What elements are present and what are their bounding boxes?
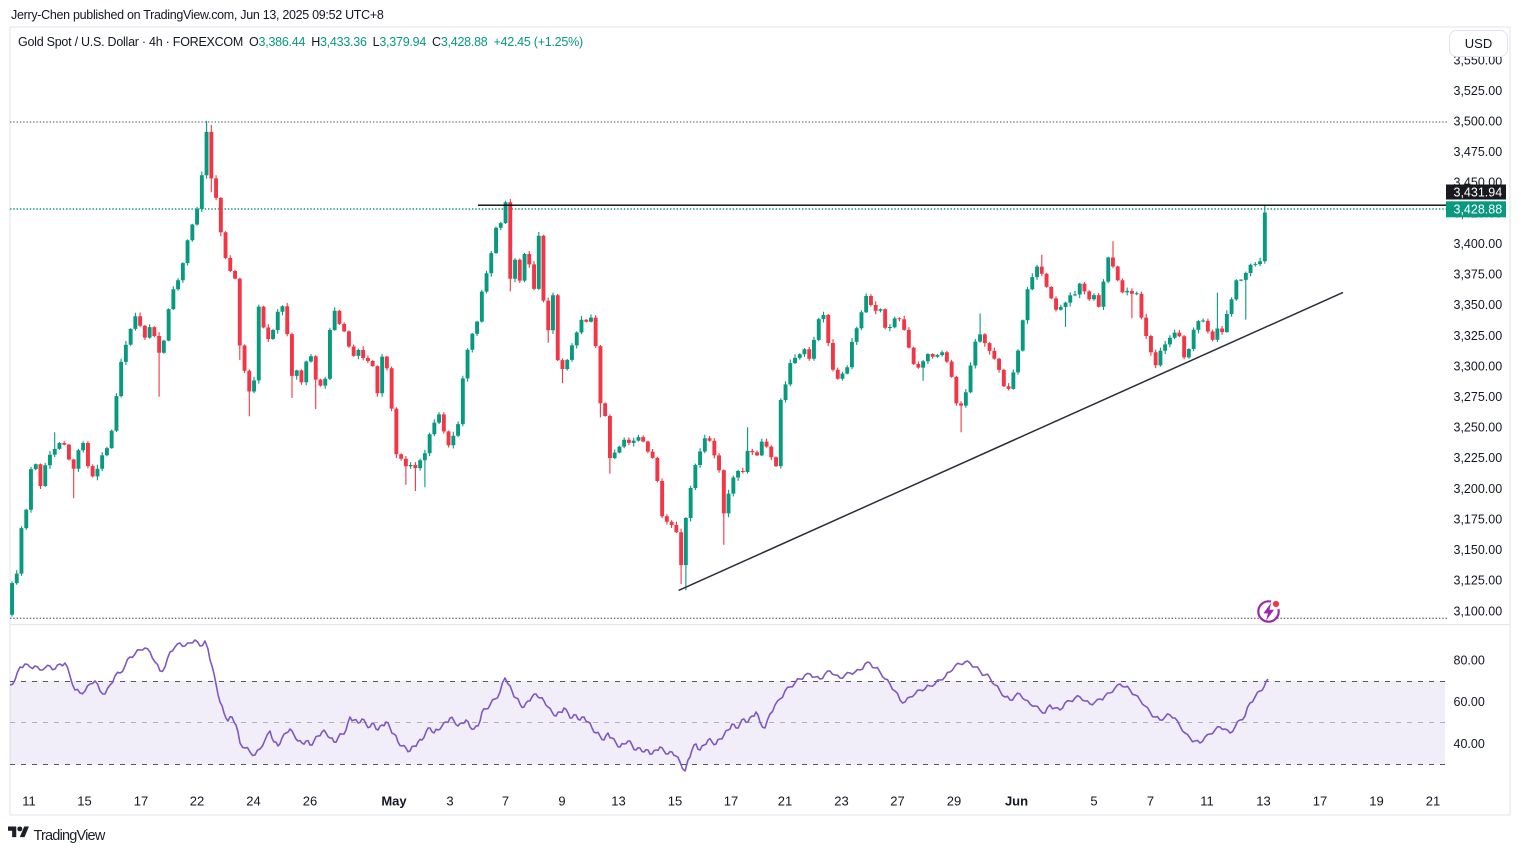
- svg-text:Gold Spot / U.S. Dollar · 4h ·: Gold Spot / U.S. Dollar · 4h · FOREXCOM O…: [18, 35, 583, 49]
- svg-text:3,525.00: 3,525.00: [1454, 84, 1503, 98]
- svg-text:11: 11: [1200, 794, 1214, 809]
- svg-text:19: 19: [1369, 794, 1383, 809]
- svg-text:21: 21: [778, 794, 792, 809]
- svg-text:17: 17: [1313, 794, 1327, 809]
- svg-text:May: May: [381, 794, 407, 809]
- svg-text:3,428.88: 3,428.88: [1454, 203, 1503, 217]
- svg-text:7: 7: [502, 794, 509, 809]
- svg-text:3,200.00: 3,200.00: [1454, 482, 1503, 496]
- svg-text:3: 3: [446, 794, 453, 809]
- svg-text:3,225.00: 3,225.00: [1454, 451, 1503, 465]
- svg-text:60.00: 60.00: [1454, 695, 1485, 709]
- svg-text:17: 17: [724, 794, 738, 809]
- svg-text:3,431.94: 3,431.94: [1454, 185, 1503, 199]
- svg-text:15: 15: [668, 794, 682, 809]
- svg-text:9: 9: [558, 794, 565, 809]
- svg-text:27: 27: [890, 794, 904, 809]
- svg-text:Jerry-Chen published on Tradin: Jerry-Chen published on TradingView.com,…: [11, 8, 384, 22]
- svg-text:Jun: Jun: [1005, 794, 1028, 809]
- svg-text:21: 21: [1426, 794, 1440, 809]
- svg-text:3,475.00: 3,475.00: [1454, 145, 1503, 159]
- svg-text:3,250.00: 3,250.00: [1454, 421, 1503, 435]
- svg-text:17: 17: [134, 794, 148, 809]
- svg-text:22: 22: [190, 794, 204, 809]
- svg-text:80.00: 80.00: [1454, 653, 1485, 667]
- svg-text:3,150.00: 3,150.00: [1454, 543, 1503, 557]
- svg-text:13: 13: [1256, 794, 1270, 809]
- svg-text:TradingView: TradingView: [34, 828, 106, 844]
- svg-text:24: 24: [246, 794, 260, 809]
- svg-text:3,375.00: 3,375.00: [1454, 268, 1503, 282]
- svg-text:26: 26: [303, 794, 317, 809]
- svg-text:3,350.00: 3,350.00: [1454, 298, 1503, 312]
- svg-text:3,125.00: 3,125.00: [1454, 574, 1503, 588]
- svg-text:3,100.00: 3,100.00: [1454, 604, 1503, 618]
- svg-text:3,325.00: 3,325.00: [1454, 329, 1503, 343]
- svg-text:USD: USD: [1465, 36, 1492, 51]
- svg-text:13: 13: [611, 794, 625, 809]
- svg-text:3,275.00: 3,275.00: [1454, 390, 1503, 404]
- svg-text:5: 5: [1090, 794, 1097, 809]
- svg-text:3,175.00: 3,175.00: [1454, 512, 1503, 526]
- svg-text:3,400.00: 3,400.00: [1454, 237, 1503, 251]
- svg-text:15: 15: [77, 794, 91, 809]
- svg-text:3,300.00: 3,300.00: [1454, 359, 1503, 373]
- svg-text:11: 11: [22, 794, 36, 809]
- svg-text:23: 23: [834, 794, 848, 809]
- svg-text:3,500.00: 3,500.00: [1454, 115, 1503, 129]
- svg-text:29: 29: [947, 794, 961, 809]
- svg-text:40.00: 40.00: [1454, 737, 1485, 751]
- svg-text:7: 7: [1147, 794, 1154, 809]
